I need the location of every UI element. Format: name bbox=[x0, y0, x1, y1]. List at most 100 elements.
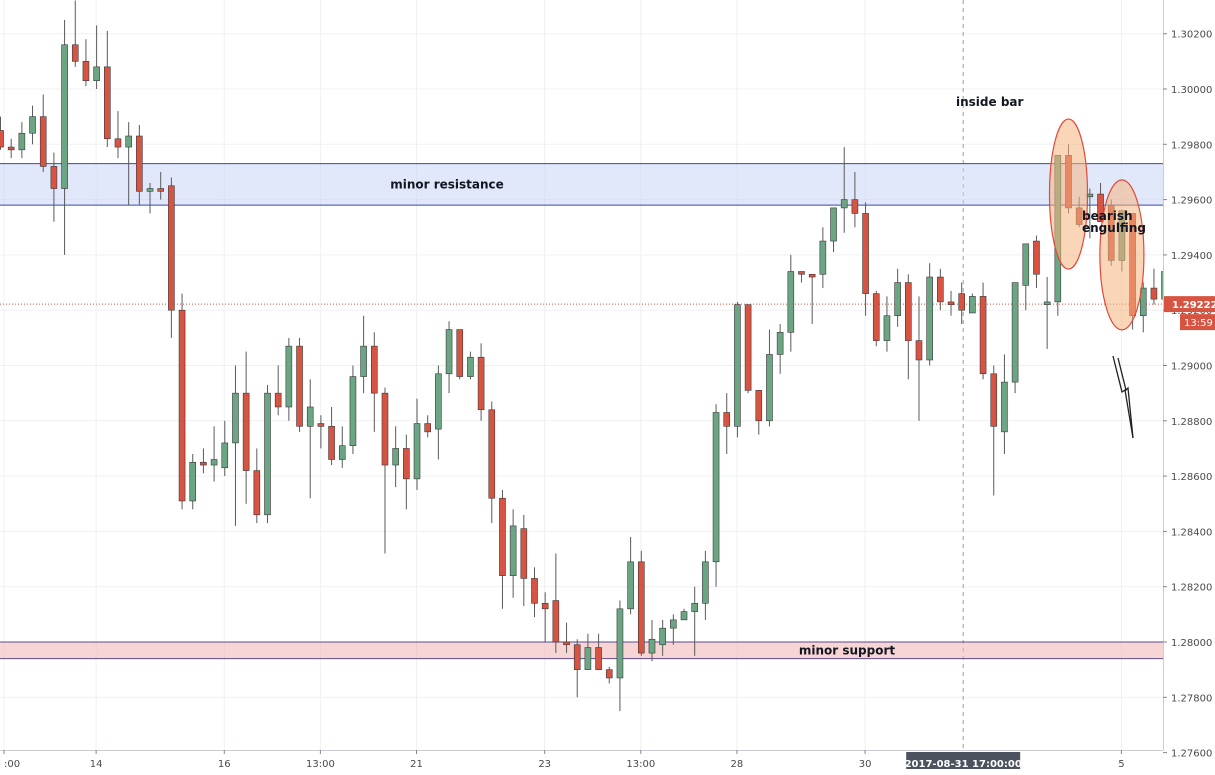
candle[interactable] bbox=[1022, 243, 1030, 311]
candle[interactable] bbox=[71, 0, 79, 67]
candle[interactable] bbox=[766, 329, 773, 427]
candle[interactable] bbox=[242, 351, 250, 504]
candle[interactable] bbox=[926, 263, 933, 366]
candle[interactable] bbox=[627, 536, 634, 615]
candle[interactable] bbox=[306, 379, 314, 499]
candle[interactable] bbox=[360, 315, 367, 394]
candle[interactable] bbox=[253, 448, 261, 524]
candle[interactable] bbox=[467, 351, 474, 380]
candle[interactable] bbox=[370, 332, 378, 432]
candle[interactable] bbox=[637, 550, 645, 656]
candle[interactable] bbox=[435, 365, 442, 460]
candle[interactable] bbox=[541, 592, 549, 642]
candle[interactable] bbox=[61, 19, 68, 255]
candle[interactable] bbox=[883, 296, 891, 352]
candle[interactable] bbox=[18, 122, 26, 159]
candle[interactable] bbox=[830, 207, 837, 253]
candle[interactable] bbox=[851, 171, 859, 228]
candle[interactable] bbox=[146, 183, 154, 214]
candle[interactable] bbox=[819, 227, 827, 289]
candle[interactable] bbox=[563, 622, 570, 654]
candle[interactable] bbox=[210, 426, 218, 482]
candle[interactable] bbox=[670, 614, 677, 645]
candle[interactable] bbox=[445, 321, 453, 394]
candle[interactable] bbox=[509, 509, 517, 598]
candle[interactable] bbox=[7, 138, 15, 159]
candle[interactable] bbox=[776, 324, 784, 374]
candle[interactable] bbox=[104, 30, 111, 148]
candle[interactable] bbox=[338, 426, 346, 468]
candle[interactable] bbox=[659, 619, 666, 656]
candle[interactable] bbox=[317, 415, 325, 449]
candle[interactable] bbox=[734, 301, 741, 438]
candle[interactable] bbox=[499, 489, 506, 609]
candle[interactable] bbox=[93, 25, 100, 89]
candle[interactable] bbox=[1033, 235, 1040, 289]
candle[interactable] bbox=[979, 282, 987, 380]
candle[interactable] bbox=[531, 567, 538, 618]
candle[interactable] bbox=[296, 337, 303, 432]
candle[interactable] bbox=[392, 426, 399, 488]
candle[interactable] bbox=[200, 448, 207, 474]
candle[interactable] bbox=[680, 608, 688, 621]
candle[interactable] bbox=[424, 415, 432, 438]
candle[interactable] bbox=[573, 639, 581, 698]
candle[interactable] bbox=[798, 271, 805, 283]
candle[interactable] bbox=[39, 94, 47, 172]
candle[interactable] bbox=[1139, 282, 1147, 333]
candle[interactable] bbox=[702, 550, 709, 620]
candle[interactable] bbox=[605, 666, 613, 684]
candle[interactable] bbox=[136, 124, 143, 206]
support-zone[interactable] bbox=[0, 642, 1163, 659]
candle[interactable] bbox=[595, 633, 602, 670]
time-axis[interactable]: :00 14 16 13:00 21 23 13:00 28 30 5 2017-08-31 17:… bbox=[0, 750, 1163, 771]
candle[interactable] bbox=[157, 171, 164, 200]
candle[interactable] bbox=[1150, 268, 1158, 305]
candle[interactable] bbox=[862, 202, 869, 316]
candle[interactable] bbox=[691, 586, 699, 656]
candle[interactable] bbox=[616, 600, 624, 712]
candle[interactable] bbox=[29, 105, 36, 145]
candle[interactable] bbox=[872, 290, 880, 347]
candle[interactable] bbox=[990, 365, 998, 496]
candle[interactable] bbox=[755, 390, 763, 435]
candle[interactable] bbox=[969, 293, 976, 314]
inside-bar-highlight[interactable] bbox=[1048, 118, 1089, 270]
candle[interactable] bbox=[787, 254, 795, 352]
candle[interactable] bbox=[456, 329, 464, 380]
candle[interactable] bbox=[0, 116, 4, 150]
candle[interactable] bbox=[584, 633, 592, 670]
candle[interactable] bbox=[82, 39, 90, 87]
candle[interactable] bbox=[648, 619, 656, 662]
last-price-badge[interactable] bbox=[1164, 296, 1215, 313]
candle[interactable] bbox=[520, 514, 528, 607]
candle[interactable] bbox=[221, 420, 229, 477]
candle[interactable] bbox=[1097, 183, 1104, 223]
candle[interactable] bbox=[1011, 282, 1019, 394]
candle[interactable] bbox=[349, 365, 357, 454]
candle[interactable] bbox=[488, 401, 496, 524]
candle[interactable] bbox=[168, 177, 175, 338]
candle[interactable] bbox=[840, 147, 848, 233]
candle[interactable] bbox=[232, 365, 239, 526]
candle[interactable] bbox=[114, 111, 122, 159]
candle[interactable] bbox=[937, 268, 944, 311]
candle[interactable] bbox=[50, 152, 58, 222]
candle[interactable] bbox=[1043, 277, 1051, 349]
candle[interactable] bbox=[552, 553, 560, 654]
candle[interactable] bbox=[712, 404, 720, 587]
candle[interactable] bbox=[904, 274, 912, 380]
candle[interactable] bbox=[189, 453, 197, 510]
candle[interactable] bbox=[264, 384, 271, 524]
candle[interactable] bbox=[723, 393, 731, 454]
candle[interactable] bbox=[915, 296, 923, 421]
bearish-engulfing-highlight[interactable] bbox=[1099, 179, 1145, 331]
candle[interactable] bbox=[274, 365, 282, 416]
candle[interactable] bbox=[1001, 354, 1008, 454]
candle[interactable] bbox=[178, 293, 186, 510]
candle[interactable] bbox=[413, 398, 421, 490]
candle[interactable] bbox=[744, 304, 752, 394]
candle[interactable] bbox=[285, 337, 293, 421]
